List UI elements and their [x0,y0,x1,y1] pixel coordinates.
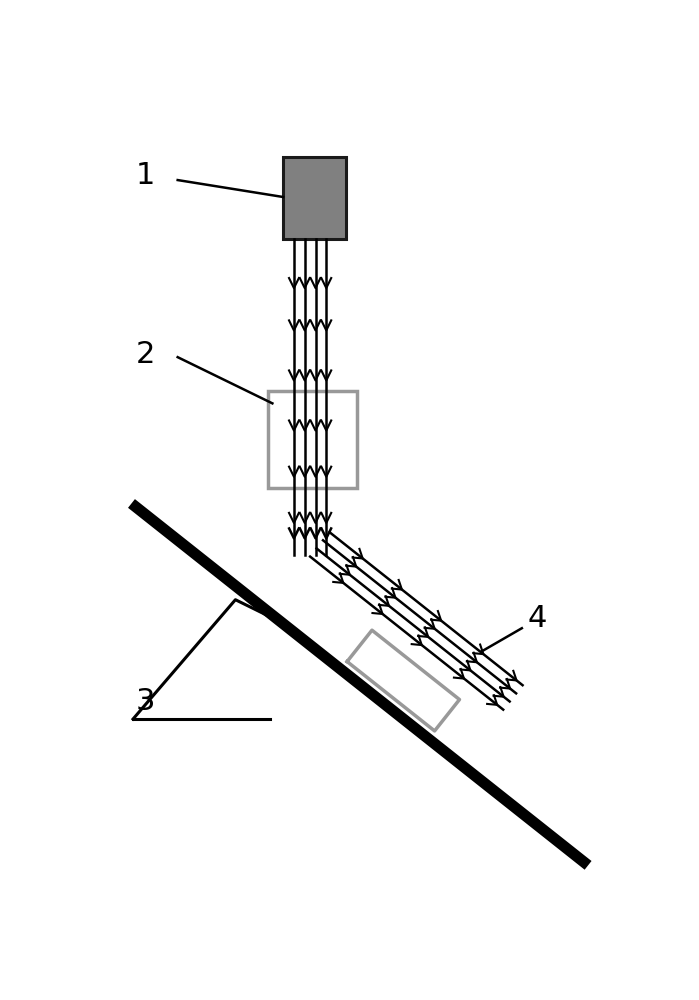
Bar [283,157,346,239]
Text: 4: 4 [528,604,547,633]
Bar [268,391,357,488]
Text: 1: 1 [136,161,154,190]
Text: 3: 3 [136,687,154,716]
Text: 2: 2 [136,340,154,369]
